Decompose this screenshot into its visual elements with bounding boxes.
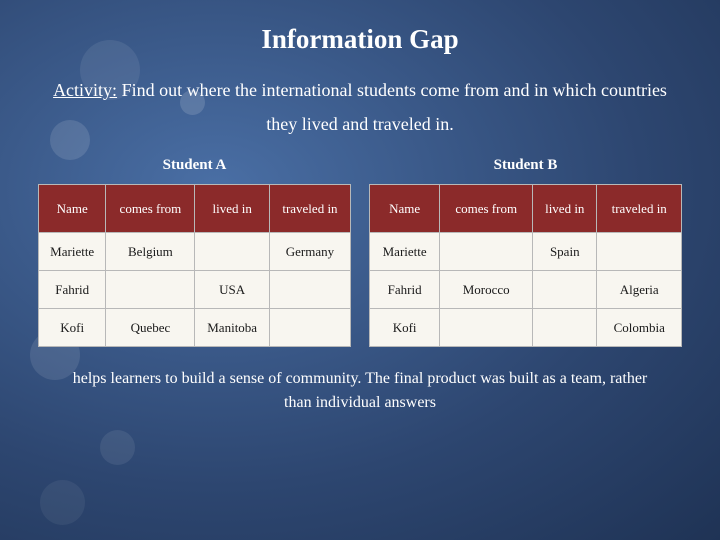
cell: USA — [195, 271, 269, 309]
cell — [533, 271, 597, 309]
cell: Belgium — [106, 233, 195, 271]
student-b-table: Name comes from lived in traveled in Mar… — [369, 184, 682, 347]
cell: Algeria — [597, 271, 682, 309]
table-header-row: Name comes from lived in traveled in — [39, 185, 351, 233]
table-row: Mariette Belgium Germany — [39, 233, 351, 271]
cell — [269, 271, 350, 309]
cell — [195, 233, 269, 271]
activity-line: Activity: Find out where the internation… — [30, 73, 690, 141]
col-name: Name — [370, 185, 440, 233]
table-row: Kofi Quebec Manitoba — [39, 309, 351, 347]
col-comes-from: comes from — [106, 185, 195, 233]
col-name: Name — [39, 185, 106, 233]
student-a-title: Student A — [38, 157, 351, 174]
table-row: Fahrid USA — [39, 271, 351, 309]
cell: Manitoba — [195, 309, 269, 347]
activity-text: Find out where the international student… — [117, 80, 667, 134]
table-header-row: Name comes from lived in traveled in — [370, 185, 682, 233]
cell: Kofi — [370, 309, 440, 347]
cell — [106, 271, 195, 309]
student-a-table: Name comes from lived in traveled in Mar… — [38, 184, 351, 347]
table-row: Kofi Colombia — [370, 309, 682, 347]
col-traveled-in: traveled in — [269, 185, 350, 233]
col-traveled-in: traveled in — [597, 185, 682, 233]
cell: Colombia — [597, 309, 682, 347]
cell: Morocco — [440, 271, 533, 309]
cell — [440, 233, 533, 271]
cell: Fahrid — [39, 271, 106, 309]
cell — [597, 233, 682, 271]
student-b-block: Student B Name comes from lived in trave… — [369, 157, 682, 347]
cell — [269, 309, 350, 347]
cell — [533, 309, 597, 347]
student-b-title: Student B — [369, 157, 682, 174]
cell: Spain — [533, 233, 597, 271]
cell: Mariette — [370, 233, 440, 271]
col-lived-in: lived in — [533, 185, 597, 233]
table-row: Mariette Spain — [370, 233, 682, 271]
cell: Mariette — [39, 233, 106, 271]
student-a-block: Student A Name comes from lived in trave… — [38, 157, 351, 347]
tables-container: Student A Name comes from lived in trave… — [30, 157, 690, 347]
cell: Germany — [269, 233, 350, 271]
table-row: Fahrid Morocco Algeria — [370, 271, 682, 309]
cell: Fahrid — [370, 271, 440, 309]
cell: Quebec — [106, 309, 195, 347]
footer-text: helps learners to build a sense of commu… — [30, 367, 690, 415]
cell: Kofi — [39, 309, 106, 347]
col-lived-in: lived in — [195, 185, 269, 233]
col-comes-from: comes from — [440, 185, 533, 233]
cell — [440, 309, 533, 347]
page-title: Information Gap — [30, 24, 690, 55]
activity-label: Activity: — [53, 80, 117, 100]
